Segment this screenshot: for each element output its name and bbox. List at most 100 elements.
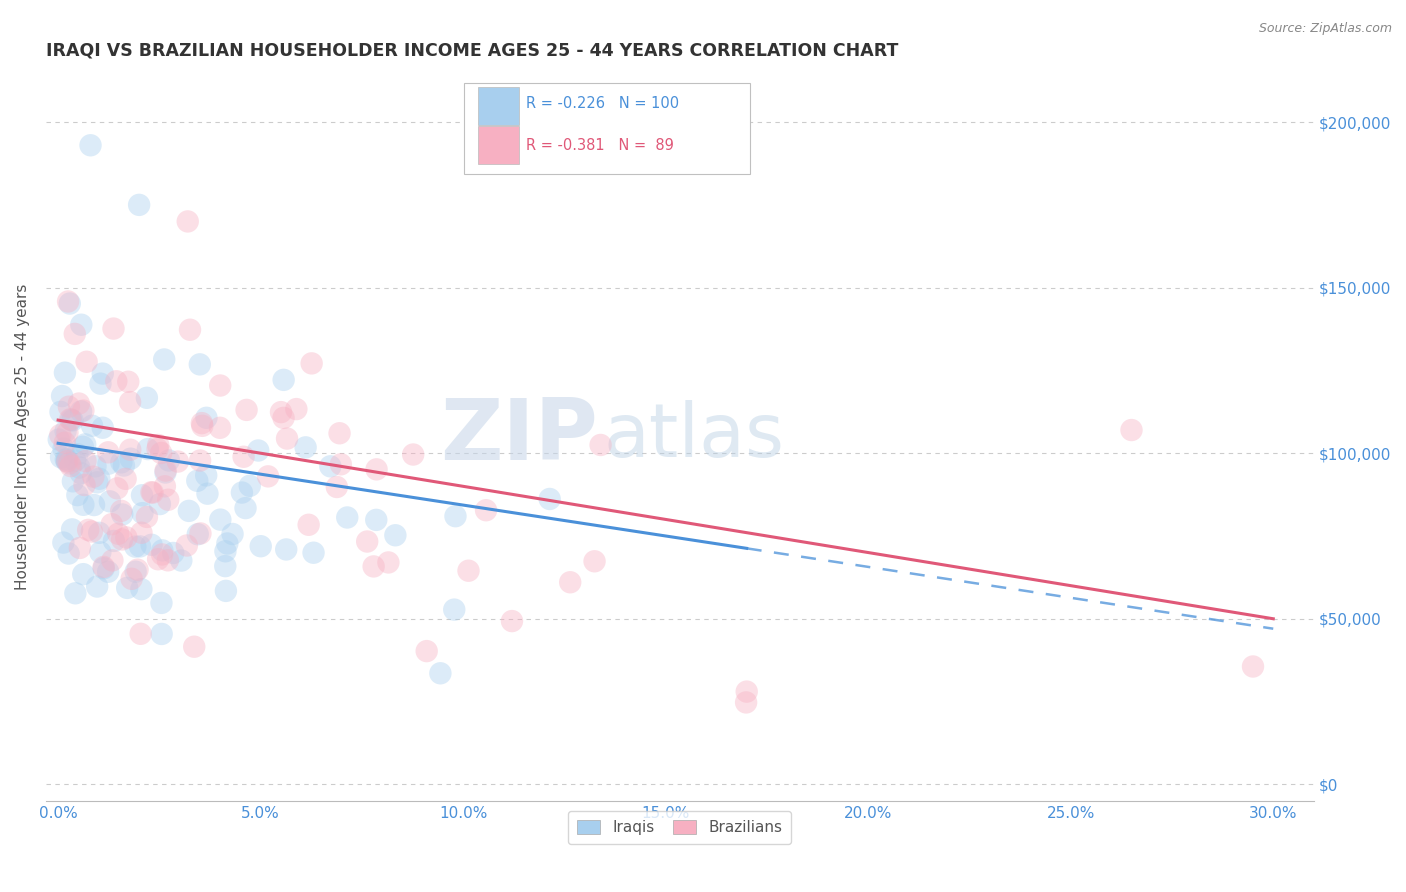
- Point: [384, 528, 406, 542]
- Point: [326, 480, 349, 494]
- Point: [110, 504, 132, 518]
- Point: [67, 396, 90, 410]
- Point: [131, 525, 153, 540]
- Text: ZIP: ZIP: [440, 395, 598, 478]
- Point: [93, 561, 115, 575]
- Point: [276, 542, 298, 557]
- Point: [247, 443, 270, 458]
- Point: [217, 536, 239, 550]
- Point: [72, 440, 94, 454]
- Y-axis label: Householder Income Ages 25 - 44 years: Householder Income Ages 25 - 44 years: [15, 284, 30, 590]
- Point: [215, 583, 238, 598]
- Point: [79, 138, 101, 153]
- Point: [86, 475, 108, 490]
- Point: [60, 522, 83, 536]
- Point: [117, 375, 139, 389]
- Point: [91, 367, 114, 381]
- Point: [146, 552, 169, 566]
- Point: [191, 416, 214, 430]
- Point: [363, 559, 385, 574]
- Point: [49, 428, 72, 442]
- Point: [75, 437, 97, 451]
- Point: [231, 485, 253, 500]
- Point: [59, 458, 82, 473]
- Point: [131, 582, 153, 597]
- Point: [105, 374, 128, 388]
- Point: [55, 452, 77, 467]
- Point: [187, 527, 209, 541]
- Point: [157, 492, 180, 507]
- Point: [129, 627, 152, 641]
- Point: [111, 508, 134, 522]
- Point: [120, 442, 142, 457]
- Point: [249, 539, 271, 553]
- Point: [457, 564, 479, 578]
- FancyBboxPatch shape: [478, 126, 519, 164]
- Point: [131, 506, 153, 520]
- Point: [56, 425, 79, 440]
- Point: [214, 559, 236, 574]
- Point: [100, 517, 122, 532]
- Point: [105, 481, 128, 495]
- Point: [110, 455, 132, 469]
- Point: [63, 453, 86, 467]
- Point: [86, 580, 108, 594]
- Point: [157, 453, 180, 467]
- Point: [58, 400, 80, 414]
- Point: [131, 488, 153, 502]
- Point: [209, 378, 232, 392]
- Point: [141, 485, 163, 500]
- Point: [62, 475, 84, 489]
- Point: [301, 356, 323, 370]
- Point: [89, 545, 111, 559]
- Point: [188, 357, 211, 371]
- Point: [84, 459, 107, 474]
- Point: [141, 538, 163, 552]
- Point: [560, 575, 582, 590]
- Point: [232, 450, 254, 464]
- Point: [51, 389, 73, 403]
- Point: [156, 553, 179, 567]
- Point: [91, 420, 114, 434]
- Point: [70, 467, 93, 481]
- Point: [273, 373, 295, 387]
- Point: [179, 323, 201, 337]
- Point: [329, 458, 352, 472]
- Text: R = -0.226   N = 100: R = -0.226 N = 100: [526, 96, 679, 112]
- Point: [129, 540, 152, 554]
- Point: [89, 472, 111, 486]
- Point: [69, 541, 91, 555]
- Point: [70, 404, 93, 418]
- Point: [444, 509, 467, 524]
- Point: [80, 524, 103, 539]
- Point: [377, 556, 399, 570]
- Point: [153, 352, 176, 367]
- Point: [366, 462, 388, 476]
- Point: [65, 586, 87, 600]
- Point: [176, 539, 198, 553]
- Point: [146, 442, 169, 456]
- Point: [162, 546, 184, 560]
- Point: [128, 198, 150, 212]
- Point: [177, 504, 200, 518]
- Point: [59, 412, 82, 426]
- Point: [136, 510, 159, 524]
- Point: [89, 525, 111, 540]
- Text: atlas: atlas: [603, 401, 785, 473]
- Legend: Iraqis, Brazilians: Iraqis, Brazilians: [568, 811, 792, 844]
- Text: IRAQI VS BRAZILIAN HOUSEHOLDER INCOME AGES 25 - 44 YEARS CORRELATION CHART: IRAQI VS BRAZILIAN HOUSEHOLDER INCOME AG…: [46, 42, 898, 60]
- Point: [82, 469, 104, 483]
- Point: [214, 544, 236, 558]
- Point: [356, 534, 378, 549]
- Point: [75, 454, 97, 468]
- Point: [155, 466, 177, 480]
- Point: [59, 296, 82, 310]
- Point: [170, 553, 193, 567]
- Point: [186, 474, 208, 488]
- Point: [56, 294, 79, 309]
- Point: [257, 469, 280, 483]
- Point: [188, 453, 211, 467]
- Point: [58, 547, 80, 561]
- Point: [127, 563, 149, 577]
- Point: [150, 596, 173, 610]
